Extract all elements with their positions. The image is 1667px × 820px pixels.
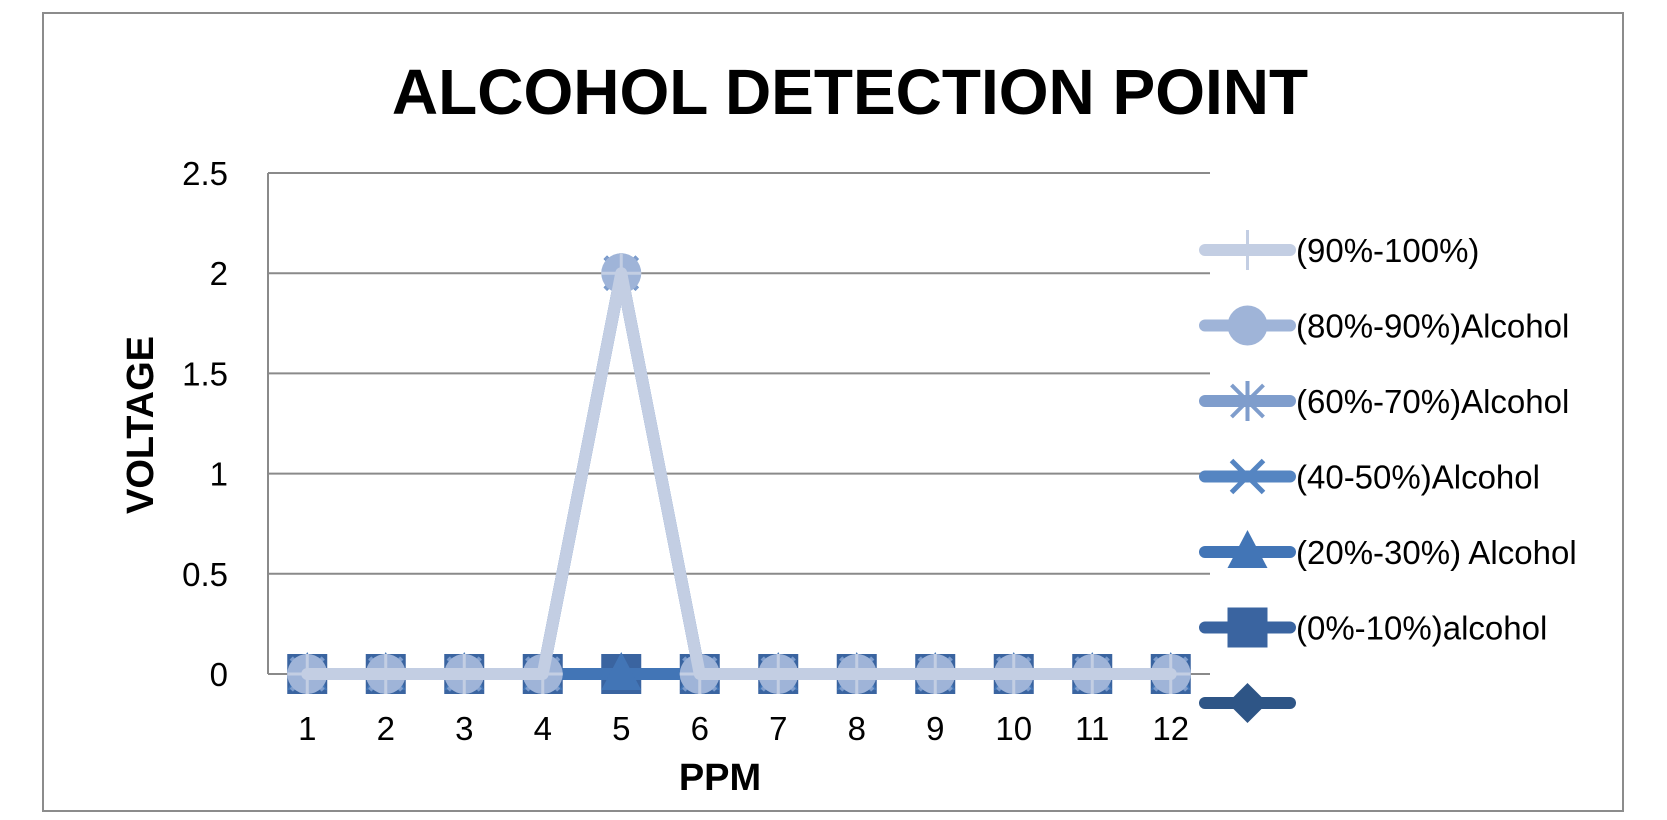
data-point bbox=[1227, 683, 1268, 723]
data-point bbox=[915, 654, 956, 694]
legend-item bbox=[1199, 683, 1296, 723]
x-tick-label: 1 bbox=[298, 710, 316, 747]
data-point bbox=[836, 654, 877, 694]
legend-item: (0%-10%)alcohol bbox=[1199, 607, 1547, 648]
y-tick-label: 1 bbox=[210, 456, 228, 493]
x-tick-label: 10 bbox=[995, 710, 1032, 747]
gridlines bbox=[267, 172, 1210, 675]
legend-label: (40-50%)Alcohol bbox=[1296, 459, 1540, 496]
data-point bbox=[365, 654, 406, 694]
x-tick-label: 6 bbox=[691, 710, 709, 747]
legend-item: (90%-100%) bbox=[1199, 230, 1479, 270]
data-point bbox=[1150, 654, 1191, 694]
data-point bbox=[1227, 607, 1268, 648]
x-tick-label: 12 bbox=[1152, 710, 1189, 747]
series-lines bbox=[287, 253, 1191, 694]
data-point bbox=[601, 652, 642, 690]
data-point bbox=[1227, 230, 1268, 270]
data-point bbox=[1227, 530, 1268, 568]
y-axis-title: VOLTAGE bbox=[120, 336, 162, 514]
data-point bbox=[1072, 654, 1113, 694]
data-point bbox=[444, 654, 485, 694]
data-point bbox=[1230, 381, 1265, 421]
legend-item: (20%-30%) Alcohol bbox=[1199, 530, 1577, 571]
x-tick-label: 9 bbox=[926, 710, 944, 747]
data-point bbox=[758, 654, 799, 694]
data-point bbox=[522, 654, 563, 694]
legend-item: (80%-90%)Alcohol bbox=[1199, 305, 1569, 346]
x-tick-label: 2 bbox=[377, 710, 395, 747]
legend-label: (0%-10%)alcohol bbox=[1296, 610, 1547, 647]
legend-label: (20%-30%) Alcohol bbox=[1296, 534, 1577, 571]
legend-label: (90%-100%) bbox=[1296, 232, 1479, 269]
data-point bbox=[287, 654, 328, 694]
legend: (90%-100%) (80%-90%)Alcohol (60%-70%)Alcoh… bbox=[1199, 230, 1577, 723]
x-tick-label: 5 bbox=[612, 710, 630, 747]
chart-title: ALCOHOL DETECTION POINT bbox=[392, 56, 1308, 128]
x-tick-label: 11 bbox=[1075, 710, 1109, 747]
legend-item: (60%-70%)Alcohol bbox=[1199, 381, 1569, 421]
data-point bbox=[1227, 305, 1268, 346]
data-point bbox=[993, 654, 1034, 694]
data-point bbox=[1229, 458, 1266, 495]
y-tick-label: 1.5 bbox=[182, 355, 228, 392]
legend-label: (80%-90%)Alcohol bbox=[1296, 308, 1569, 345]
legend-item: (40-50%)Alcohol bbox=[1199, 458, 1540, 496]
x-tick-label: 7 bbox=[769, 710, 787, 747]
x-axis-ticks: 1 2 3 4 5 6 7 8 9 10 11 12 bbox=[298, 710, 1189, 747]
y-tick-label: 0.5 bbox=[182, 556, 228, 593]
y-axis-ticks: 0 0.5 1 1.5 2 2.5 bbox=[182, 155, 228, 693]
data-point bbox=[679, 654, 720, 694]
y-tick-label: 0 bbox=[210, 656, 228, 693]
data-point bbox=[601, 253, 642, 294]
y-tick-label: 2 bbox=[210, 255, 228, 292]
y-tick-label: 2.5 bbox=[182, 155, 228, 192]
x-tick-label: 8 bbox=[848, 710, 866, 747]
legend-label: (60%-70%)Alcohol bbox=[1296, 383, 1569, 420]
series-6 bbox=[287, 253, 1191, 694]
x-axis-title: PPM bbox=[679, 757, 761, 799]
x-tick-label: 3 bbox=[455, 710, 473, 747]
x-tick-label: 4 bbox=[534, 710, 552, 747]
